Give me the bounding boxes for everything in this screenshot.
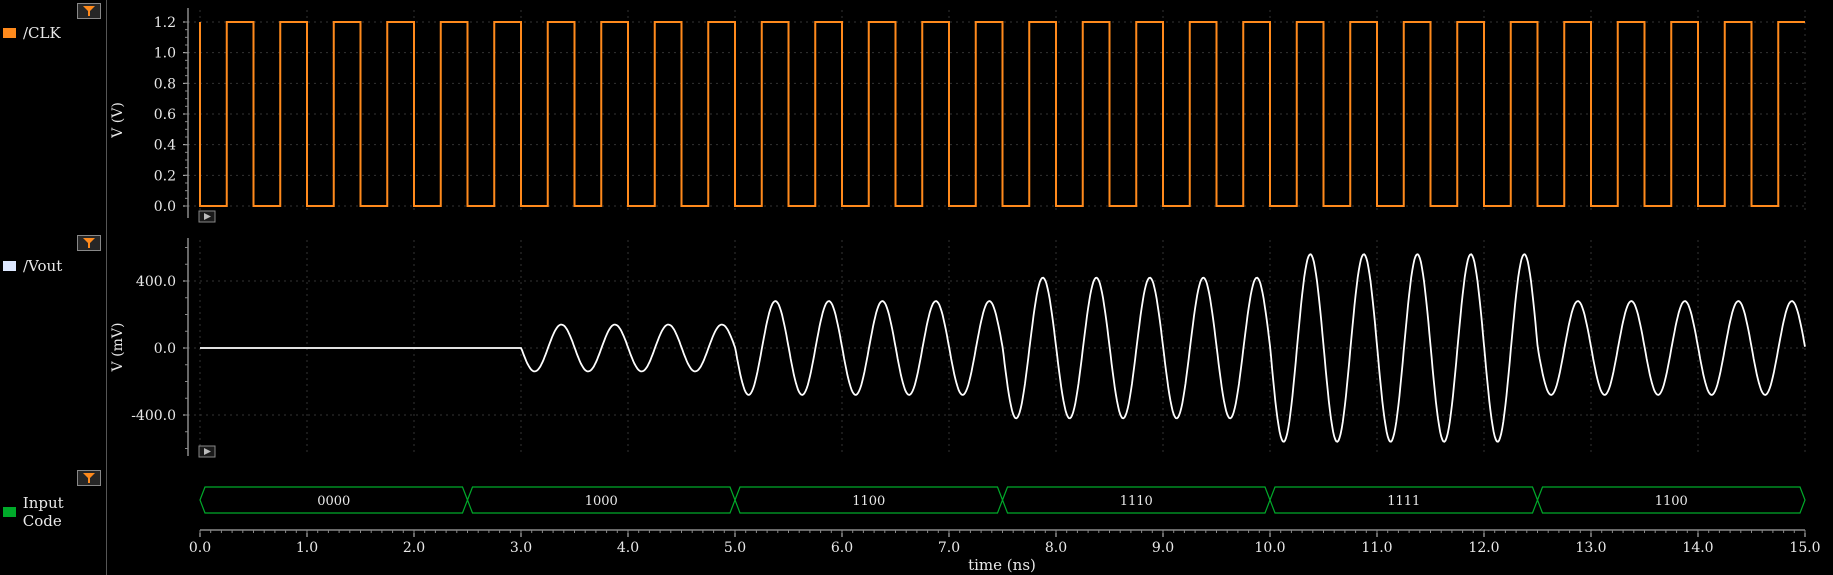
vout-panel: V (mV) 400.0 0.0 -400.0 [110, 238, 1806, 458]
filter-icon [83, 6, 95, 16]
input-code-bus: 0000 1000 1100 1110 1111 1100 [199, 486, 1806, 514]
x-tick-label: 14.0 [1682, 540, 1713, 556]
x-axis: 0.0 1.0 2.0 3.0 4.0 5.0 6.0 7.0 8.0 9.0 10.0 11.0 12… [189, 529, 1821, 574]
x-tick-label: 12.0 [1468, 540, 1499, 556]
x-tick-label: 3.0 [510, 540, 532, 556]
y-tick-label: 1.0 [154, 46, 176, 62]
filter-icon [83, 473, 95, 483]
play-icon [204, 213, 211, 220]
vout-waveform [200, 253, 1806, 443]
x-tick-label: 9.0 [1152, 540, 1174, 556]
y-tick-label: -400.0 [131, 408, 176, 424]
x-tick-label: 5.0 [724, 540, 746, 556]
y-tick-label: 400.0 [136, 274, 176, 290]
legend-input-code[interactable]: Input Code [3, 494, 106, 530]
vout-color-swatch [3, 261, 16, 271]
x-tick-label: 4.0 [617, 540, 639, 556]
x-tick-label: 1.0 [296, 540, 318, 556]
x-tick-label: 11.0 [1361, 540, 1392, 556]
x-tick-label: 10.0 [1254, 540, 1285, 556]
play-icon [204, 448, 211, 455]
y-tick-label: 0.0 [154, 341, 176, 357]
bus-segment-label: 1111 [1387, 494, 1420, 509]
legend-vout[interactable]: /Vout [3, 257, 62, 275]
bus-segment-label: 1100 [1655, 494, 1688, 509]
filter-button-vout[interactable] [77, 235, 101, 251]
code-color-swatch [3, 507, 16, 517]
y-tick-label: 0.6 [154, 107, 176, 123]
x-axis-label: time (ns) [968, 556, 1036, 574]
x-tick-label: 6.0 [831, 540, 853, 556]
y-tick-label: 0.0 [154, 199, 176, 215]
grid [188, 10, 1806, 452]
x-tick-label: 0.0 [189, 540, 211, 556]
x-ticks: 0.0 1.0 2.0 3.0 4.0 5.0 6.0 7.0 8.0 9.0 10.0 11.0 12… [189, 530, 1821, 556]
clk-color-swatch [3, 28, 16, 38]
y-tick-label: 1.2 [154, 15, 176, 31]
bus-segment-label: 1000 [585, 494, 618, 509]
legend-vout-label: /Vout [23, 257, 63, 275]
legend-clk-label: /CLK [23, 24, 61, 42]
vout-y-ticks: 400.0 0.0 -400.0 [131, 247, 188, 449]
x-tick-label: 13.0 [1575, 540, 1606, 556]
bus-segment [1536, 486, 1806, 514]
clk-waveform [199, 21, 1805, 207]
x-tick-label: 15.0 [1789, 540, 1820, 556]
signal-list-panel: /CLK /Vout Input Code [0, 0, 107, 575]
legend-clk[interactable]: /CLK [3, 24, 61, 42]
clk-y-label: V (V) [110, 102, 126, 139]
clk-y-ticks: 1.2 1.0 0.8 0.6 0.4 0.2 0.0 [154, 15, 188, 215]
filter-button-code[interactable] [77, 470, 101, 486]
x-tick-label: 2.0 [403, 540, 425, 556]
filter-icon [83, 238, 95, 248]
y-tick-label: 0.8 [154, 76, 176, 92]
y-tick-label: 0.4 [154, 138, 176, 154]
clk-panel: V (V) 1.2 1.0 0.8 0.6 0.4 0.2 0.0 [110, 8, 1805, 223]
bus-segment-label: 1100 [852, 494, 885, 509]
bus-segment-label: 1110 [1120, 494, 1153, 509]
bus-segment-label: 0000 [317, 494, 350, 509]
y-tick-label: 0.2 [154, 168, 176, 184]
x-tick-label: 7.0 [938, 540, 960, 556]
legend-code-label: Input Code [22, 494, 64, 530]
x-tick-label: 8.0 [1045, 540, 1067, 556]
filter-button-clk[interactable] [77, 3, 101, 19]
vout-y-label: V (mV) [110, 323, 126, 373]
